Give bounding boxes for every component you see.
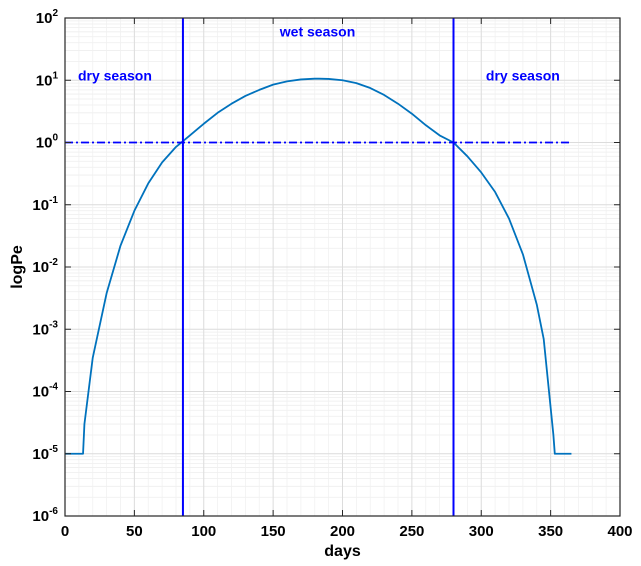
x-tick-label: 50 xyxy=(126,523,143,540)
annotation-label: dry season xyxy=(486,67,560,83)
x-tick-label: 200 xyxy=(330,523,355,540)
annotation-label: dry season xyxy=(78,67,152,83)
series-line-1 xyxy=(65,77,572,455)
series-layer xyxy=(65,77,572,455)
y-tick-label: 10-6 xyxy=(32,506,58,525)
x-axis-title: days xyxy=(324,543,361,560)
y-tick-label: 101 xyxy=(36,70,59,89)
y-tick-label: 10-4 xyxy=(32,382,58,401)
y-tick-label: 10-5 xyxy=(32,444,58,463)
x-tick-label: 150 xyxy=(261,523,286,540)
x-tick-label: 100 xyxy=(191,523,216,540)
x-tick-label: 250 xyxy=(399,523,424,540)
y-tick-label: 10-3 xyxy=(32,319,58,338)
x-tick-label: 0 xyxy=(61,523,69,540)
annotations: dry season wet season dry season xyxy=(78,24,560,84)
y-tick-label: 10-1 xyxy=(32,195,58,214)
grid xyxy=(64,17,621,517)
annotation-label: wet season xyxy=(279,24,355,40)
x-tick-label: 350 xyxy=(538,523,563,540)
x-tick-label: 400 xyxy=(607,523,632,540)
x-tick-label: 300 xyxy=(469,523,494,540)
y-tick-label: 102 xyxy=(36,8,59,27)
ticks: 0 50 100 150 200 250 300 350 400 10-6 10-5 10-4 10-3… xyxy=(32,8,632,540)
y-tick-label: 10-2 xyxy=(32,257,58,276)
y-axis-title: logPe xyxy=(9,245,26,289)
vertical-lines xyxy=(181,18,455,516)
y-tick-label: 100 xyxy=(36,133,59,152)
